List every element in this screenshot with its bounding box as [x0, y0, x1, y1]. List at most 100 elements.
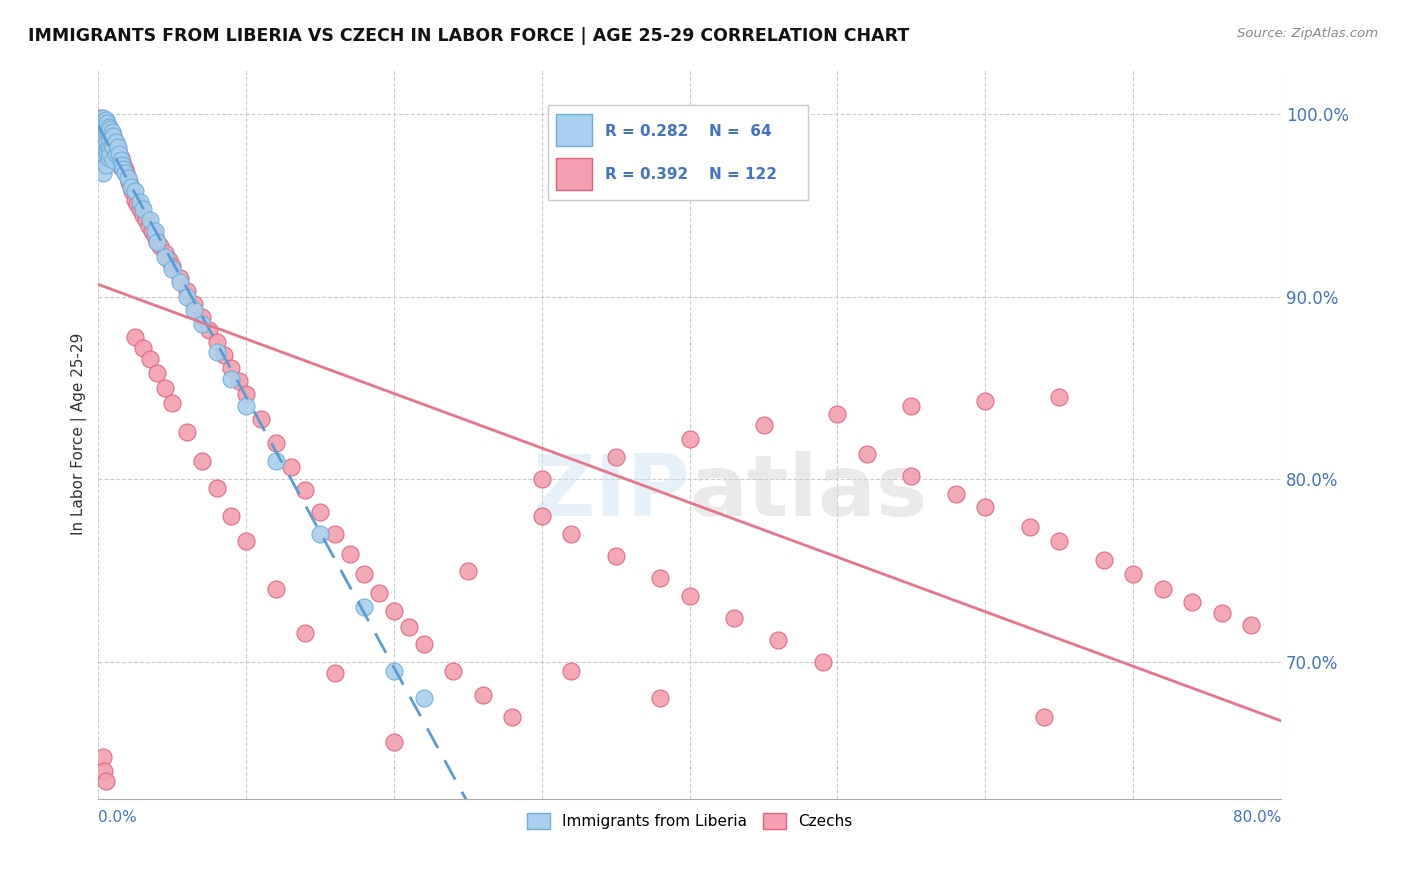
Point	[221, 372, 243, 386]
Point	[768, 632, 790, 647]
Point	[143, 224, 166, 238]
Point	[146, 235, 169, 249]
Point	[605, 450, 627, 465]
Point	[97, 151, 120, 165]
Point	[93, 125, 115, 139]
Point	[104, 135, 127, 149]
Point	[139, 351, 162, 366]
Point	[235, 386, 257, 401]
Point	[228, 374, 250, 388]
Point	[97, 120, 120, 134]
Point	[191, 454, 214, 468]
Y-axis label: In Labor Force | Age 25-29: In Labor Force | Age 25-29	[72, 333, 87, 535]
Point	[1018, 520, 1040, 534]
Point	[124, 330, 146, 344]
Point	[162, 262, 184, 277]
Point	[101, 151, 124, 165]
Point	[974, 500, 997, 514]
Point	[94, 144, 117, 158]
Point	[264, 454, 287, 468]
Point	[98, 121, 121, 136]
Point	[93, 118, 115, 132]
Point	[97, 140, 120, 154]
Point	[110, 160, 132, 174]
Point	[98, 147, 121, 161]
Point	[93, 764, 115, 779]
Point	[91, 125, 114, 139]
Point	[110, 153, 132, 167]
Point	[94, 125, 117, 139]
Text: 0.0%: 0.0%	[98, 810, 138, 825]
Point	[339, 547, 361, 561]
Text: Source: ZipAtlas.com: Source: ZipAtlas.com	[1237, 27, 1378, 40]
Point	[101, 140, 124, 154]
Point	[353, 600, 375, 615]
Point	[96, 135, 118, 149]
Point	[91, 129, 114, 144]
Point	[91, 120, 114, 134]
Point	[501, 709, 523, 723]
Point	[96, 120, 118, 134]
Point	[1211, 606, 1233, 620]
Point	[648, 571, 671, 585]
Point	[124, 193, 146, 207]
Point	[169, 275, 191, 289]
Point	[141, 224, 163, 238]
Point	[1047, 390, 1070, 404]
Point	[679, 589, 702, 603]
Point	[108, 147, 131, 161]
Point	[131, 202, 153, 216]
Point	[94, 121, 117, 136]
Point	[323, 527, 346, 541]
Point	[98, 147, 121, 161]
Point	[125, 196, 148, 211]
Point	[1152, 582, 1174, 596]
Point	[100, 131, 122, 145]
Point	[118, 175, 141, 189]
Point	[382, 604, 405, 618]
Point	[120, 180, 142, 194]
Point	[111, 154, 134, 169]
Point	[412, 691, 434, 706]
Point	[221, 360, 243, 375]
Point	[105, 147, 128, 161]
Point	[176, 290, 198, 304]
Point	[157, 253, 180, 268]
Point	[98, 136, 121, 151]
Point	[97, 123, 120, 137]
Point	[183, 302, 205, 317]
Point	[96, 116, 118, 130]
Point	[162, 259, 184, 273]
Point	[100, 125, 122, 139]
Point	[974, 393, 997, 408]
Point	[827, 407, 849, 421]
Point	[91, 114, 114, 128]
Point	[107, 140, 129, 154]
Point	[108, 147, 131, 161]
Point	[111, 158, 134, 172]
Point	[128, 194, 150, 209]
Point	[368, 585, 391, 599]
Point	[294, 483, 316, 498]
Point	[91, 111, 114, 125]
Point	[90, 116, 112, 130]
Point	[752, 417, 775, 432]
Point	[120, 180, 142, 194]
Point	[96, 125, 118, 139]
Point	[457, 564, 479, 578]
Point	[605, 549, 627, 563]
Point	[1122, 567, 1144, 582]
Point	[91, 153, 114, 167]
Point	[353, 567, 375, 582]
Point	[560, 527, 582, 541]
Point	[191, 317, 214, 331]
Point	[153, 250, 176, 264]
Point	[205, 335, 228, 350]
Point	[94, 773, 117, 788]
Point	[811, 655, 834, 669]
Point	[101, 153, 124, 167]
Point	[162, 395, 184, 409]
Point	[221, 508, 243, 523]
Point	[98, 133, 121, 147]
Point	[945, 487, 967, 501]
